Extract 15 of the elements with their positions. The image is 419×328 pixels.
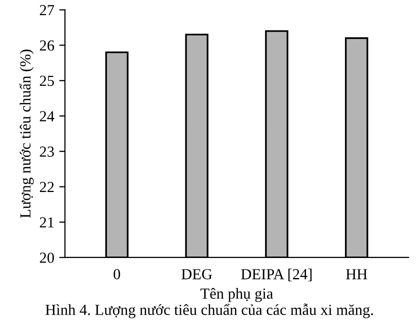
y-tick-label: 21	[40, 217, 54, 228]
y-axis-title: Lượng nước tiêu chuẩn (%)	[19, 50, 34, 218]
x-tick-label: 0	[114, 269, 120, 280]
y-tick-label: 24	[40, 111, 54, 122]
x-tick-label: HH	[346, 269, 368, 280]
y-tick-label: 22	[40, 182, 54, 192]
y-tick-label: 25	[40, 76, 54, 86]
text: Hình 4. Lượng nước tiêu chuẩn của các mẫu xi măng.	[46, 304, 373, 318]
y-tick-label: 27	[40, 5, 54, 16]
x-axis-title: Tên phụ gia	[200, 288, 274, 302]
y-tick-label: 26	[40, 40, 54, 51]
x-tick-label: DEIPA [24]	[241, 268, 312, 282]
x-tick-label: DEG	[182, 269, 212, 280]
y-tick-label: 20	[40, 252, 54, 263]
y-tick-label: 23	[40, 146, 54, 157]
